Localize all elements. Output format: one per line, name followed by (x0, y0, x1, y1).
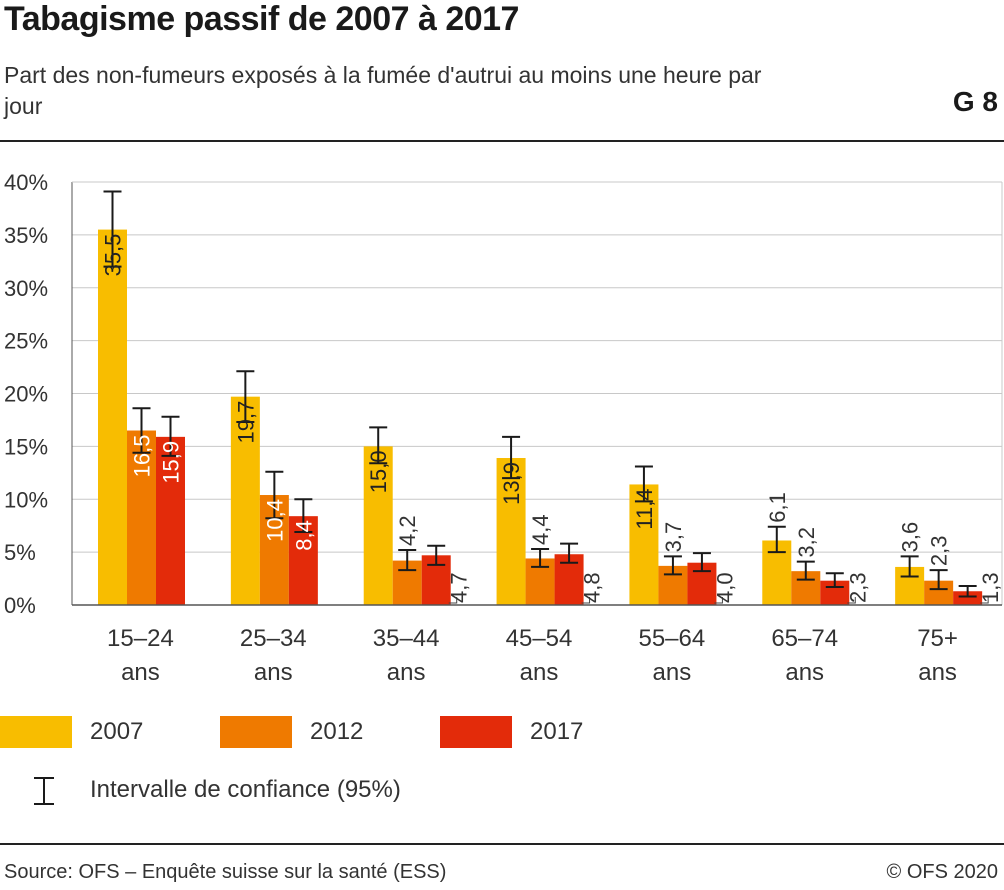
x-tick-label: 75+ (917, 625, 958, 652)
value-label-leader (448, 597, 458, 604)
figure-id: G 8 (952, 86, 998, 117)
legend-swatch-2017 (440, 716, 512, 748)
x-tick-label: ans (918, 659, 957, 686)
value-label: 3,7 (661, 522, 686, 553)
y-tick-label: 35% (4, 223, 48, 248)
value-label: 3,6 (898, 522, 923, 553)
bar-2007 (98, 229, 127, 605)
value-label: 19,7 (233, 401, 258, 444)
bar-2017 (953, 591, 983, 605)
value-label: 16,5 (130, 435, 155, 478)
x-tick-label: ans (121, 659, 160, 686)
bar-2007 (363, 446, 393, 605)
x-tick-label: ans (254, 659, 293, 686)
y-tick-label: 30% (4, 276, 48, 301)
x-tick-label: 65–74 (771, 625, 838, 652)
y-tick-label: 5% (4, 540, 36, 565)
source-note: Source: OFS – Enquête suisse sur la sant… (4, 861, 447, 883)
legend-swatch-2007 (0, 716, 72, 748)
x-tick-label: 55–64 (638, 625, 705, 652)
y-tick-label: 0% (4, 593, 36, 618)
value-label-leader (847, 597, 856, 604)
bar-2007 (496, 458, 526, 605)
y-tick-label: 10% (4, 487, 48, 512)
legend-label-2007: 2007 (90, 718, 144, 745)
confidence-interval-icon (34, 777, 54, 805)
value-label: 3,2 (794, 527, 819, 558)
value-label: 4,4 (528, 514, 553, 545)
y-tick-label: 20% (4, 382, 48, 407)
value-label: 6,1 (765, 492, 790, 523)
bar-chart: 0% 5% 10% 15% 20% 25% 30% 35% 40% 35,5 16,5 15,9 15–… (4, 170, 1003, 686)
y-tick-label: 15% (4, 434, 48, 459)
x-tick-label: ans (387, 659, 426, 686)
header-rule (0, 140, 1004, 142)
value-label: 1,3 (978, 572, 1003, 603)
value-label: 15,9 (159, 441, 184, 484)
bar-2012 (127, 430, 156, 605)
x-tick-label: 25–34 (240, 625, 307, 652)
value-label-leader (714, 597, 723, 604)
legend-label-2012: 2012 (310, 718, 364, 745)
value-label: 35,5 (101, 234, 126, 277)
chart-title: Tabagisme passif de 2007 à 2017 (4, 0, 519, 38)
x-tick-label: 35–44 (373, 625, 440, 652)
chart-subtitle: Part des non-fumeurs exposés à la fumée … (4, 62, 762, 119)
y-tick-label: 25% (4, 329, 48, 354)
footer-rule (0, 843, 1004, 845)
y-tick-label: 40% (4, 170, 48, 195)
confidence-interval-label: Intervalle de confiance (95%) (90, 776, 401, 803)
value-label-leader (581, 597, 591, 604)
value-label: 15,0 (366, 450, 391, 493)
bar-2007 (230, 396, 260, 605)
x-tick-label: ans (520, 659, 559, 686)
x-tick-label: 45–54 (506, 625, 573, 652)
value-label: 10,4 (262, 499, 287, 542)
x-tick-label: ans (653, 659, 692, 686)
x-tick-label: 15–24 (107, 625, 174, 652)
value-label: 4,2 (395, 515, 420, 546)
value-label: 2,3 (845, 572, 870, 603)
value-label: 4,7 (447, 572, 472, 603)
bar-2007 (629, 484, 659, 605)
value-label: 11,4 (632, 488, 657, 529)
value-label-leader (980, 597, 989, 604)
copyright-note: © OFS 2020 (886, 861, 998, 883)
value-label: 4,8 (580, 572, 605, 603)
value-label: 13,9 (499, 462, 524, 505)
legend-label-2017: 2017 (530, 718, 584, 745)
value-label: 4,0 (712, 572, 737, 603)
value-label: 8,4 (291, 520, 316, 551)
bar-2017 (156, 436, 185, 605)
value-label: 2,3 (927, 536, 952, 567)
legend-swatch-2012 (220, 716, 292, 748)
x-tick-label: ans (785, 659, 824, 686)
